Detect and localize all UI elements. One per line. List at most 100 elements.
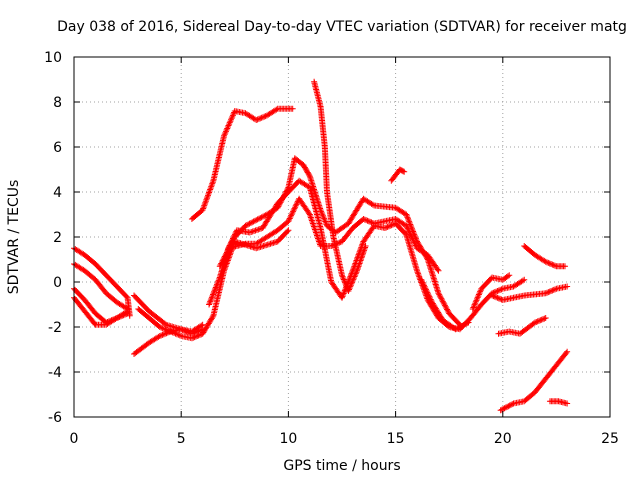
data-point [537, 317, 544, 324]
data-point [381, 225, 388, 231]
data-point [281, 192, 288, 199]
data-point [112, 315, 119, 322]
data-point [456, 324, 463, 331]
data-point [409, 235, 416, 242]
data-point [215, 277, 222, 284]
data-point [408, 234, 415, 240]
data-point [426, 293, 433, 300]
data-point [350, 276, 357, 283]
data-point [161, 325, 168, 332]
x-axis-label: GPS time / hours [283, 458, 400, 474]
data-point [353, 269, 360, 276]
data-point [171, 330, 178, 336]
data-point [243, 222, 250, 229]
data-point [209, 179, 216, 186]
data-point [228, 116, 235, 123]
data-point [213, 281, 220, 288]
data-point [354, 267, 361, 274]
data-point [207, 185, 214, 192]
data-point [500, 405, 507, 412]
data-point [455, 324, 462, 331]
data-point [356, 260, 363, 267]
data-point [259, 114, 266, 121]
data-point [535, 317, 542, 324]
data-point [288, 211, 295, 218]
data-point [184, 329, 191, 336]
data-point [494, 294, 501, 301]
data-point [192, 333, 199, 340]
data-point [208, 295, 215, 302]
data-point [438, 295, 445, 302]
data-point [444, 307, 451, 314]
data-point [423, 286, 430, 293]
data-point [419, 279, 426, 286]
data-point [278, 196, 285, 203]
data-point [439, 297, 446, 303]
data-point [401, 168, 408, 175]
data-point [162, 326, 169, 333]
data-point [428, 297, 435, 304]
data-point [360, 216, 367, 222]
data-point [206, 301, 213, 308]
data-point [258, 214, 265, 221]
data-point [412, 241, 419, 248]
data-point [474, 294, 481, 301]
data-point [286, 216, 293, 223]
data-point [179, 326, 186, 333]
data-point [405, 217, 412, 224]
series-arc-10 [216, 155, 463, 328]
data-point [317, 207, 324, 213]
data-point [474, 295, 481, 302]
data-point [546, 288, 553, 295]
x-tick-label: 15 [387, 431, 405, 447]
data-point [288, 212, 295, 219]
data-point [212, 284, 219, 291]
data-point [383, 224, 390, 231]
data-point [404, 214, 411, 221]
data-point [541, 315, 548, 322]
data-point [550, 262, 557, 269]
data-point [412, 242, 419, 249]
data-point [191, 334, 198, 341]
data-point [278, 198, 285, 204]
data-point [306, 172, 313, 178]
data-point [363, 217, 370, 224]
data-point [534, 318, 541, 325]
data-point [214, 280, 221, 287]
data-point [208, 183, 215, 190]
data-point [217, 261, 224, 268]
data-point [361, 245, 368, 252]
data-point [444, 306, 451, 313]
data-point [156, 324, 163, 330]
x-tick-label: 20 [494, 431, 512, 447]
data-point [350, 274, 357, 281]
data-point [410, 236, 417, 243]
data-point [462, 320, 469, 327]
data-point [212, 285, 219, 292]
data-point [361, 216, 368, 223]
data-point [282, 189, 289, 196]
data-point [493, 288, 500, 295]
data-point [387, 222, 394, 229]
data-point [360, 250, 367, 257]
data-point [168, 328, 175, 335]
data-point [259, 213, 266, 220]
data-point [422, 285, 429, 292]
data-point [340, 276, 347, 283]
data-point [321, 217, 328, 224]
data-point [349, 279, 356, 286]
data-point [477, 288, 484, 295]
data-point [230, 236, 237, 243]
data-point [322, 219, 329, 226]
data-point [346, 285, 353, 292]
data-point [475, 292, 482, 299]
data-point [206, 187, 213, 194]
data-point [223, 250, 230, 257]
data-point [203, 195, 210, 202]
data-point [245, 221, 252, 228]
data-point [489, 292, 496, 299]
data-point [470, 304, 477, 311]
data-point [284, 185, 291, 192]
data-point [440, 299, 447, 306]
data-point [216, 275, 223, 282]
